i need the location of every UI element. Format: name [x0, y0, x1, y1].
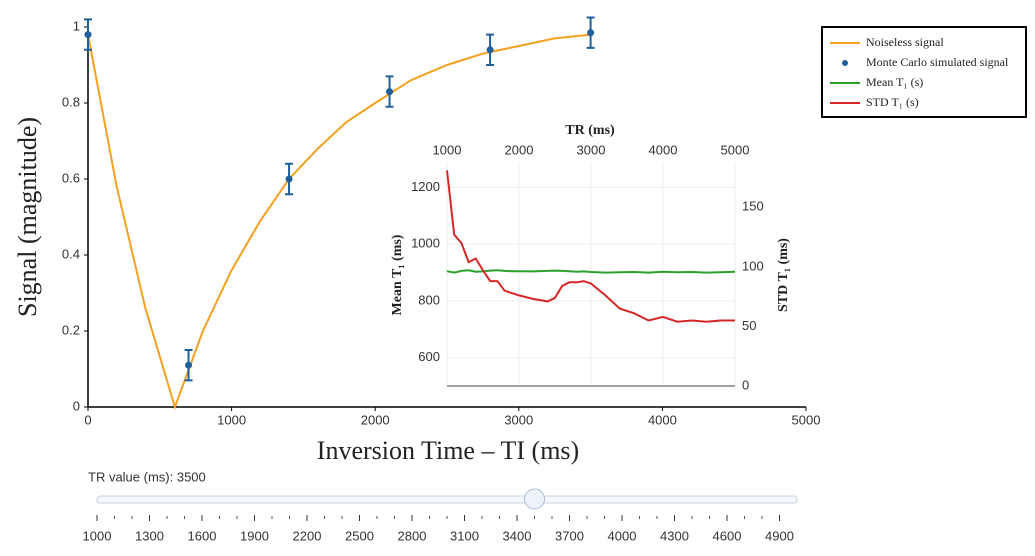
x-tick-label: 4000	[648, 412, 677, 427]
data-point	[285, 175, 293, 183]
y-tick-label: 0.2	[62, 322, 80, 337]
slider-tick-label: 2800	[398, 528, 427, 543]
x-axis-title: Inversion Time – TI (ms)	[317, 436, 579, 465]
slider-tick-label: 2500	[345, 528, 374, 543]
slider-tick-label: 4600	[713, 528, 742, 543]
y-tick-label: 0.8	[62, 94, 80, 109]
slider-tick-label: 1600	[188, 528, 217, 543]
slider-tick-label: 3100	[450, 528, 479, 543]
inset-y2-title: STD T₁ (ms)	[776, 238, 791, 312]
inset-y-tick-label: 600	[418, 349, 440, 364]
slider-handle[interactable]	[524, 488, 545, 510]
inset-y2-tick-label: 100	[742, 258, 764, 273]
data-point	[84, 31, 92, 39]
inset-y-tick-label: 1200	[411, 179, 440, 194]
y-tick-label: 0	[73, 398, 80, 413]
y-tick-label: 0.4	[62, 246, 80, 261]
inset-y2-tick-label: 0	[742, 377, 749, 392]
slider-tick-label: 1000	[83, 528, 112, 543]
line-series	[87, 33, 591, 411]
data-point	[587, 29, 595, 37]
legend-label: STD T₁ (s)	[866, 95, 919, 109]
slider-tick-label: 4300	[660, 528, 689, 543]
inset-y2-tick-label: 150	[742, 199, 764, 214]
y-axis-title: Signal (magnitude)	[13, 117, 42, 317]
slider-tick-label: 3700	[555, 528, 584, 543]
y-tick-label: 0.6	[62, 170, 80, 185]
slider-tick-label: 2200	[293, 528, 322, 543]
inset-x-title: TR (ms)	[565, 123, 615, 138]
inset-y-tick-label: 800	[418, 292, 440, 307]
inset-x-tick-label: 5000	[721, 142, 750, 157]
x-tick-label: 0	[84, 412, 91, 427]
slider-tick-label: 3400	[503, 528, 532, 543]
inset-y-tick-label: 1000	[411, 236, 440, 251]
inset-y-title: Mean T₁ (ms)	[390, 234, 405, 315]
legend-label: Monte Carlo simulated signal	[866, 55, 1009, 69]
slider-label: TR value (ms): 3500	[88, 469, 206, 484]
inset-x-tick-label: 2000	[505, 142, 534, 157]
line-series	[446, 269, 736, 274]
inset-x-tick-label: 4000	[649, 142, 678, 157]
inset-y2-tick-label: 50	[742, 318, 756, 333]
line-series	[446, 170, 735, 323]
data-point	[386, 88, 394, 96]
slider-tick-label: 1900	[240, 528, 269, 543]
inset-x-tick-label: 1000	[433, 142, 462, 157]
inset-x-tick-label: 3000	[577, 142, 606, 157]
slider-tick-label: 4900	[765, 528, 794, 543]
slider-track[interactable]	[96, 495, 798, 504]
data-point	[185, 361, 193, 369]
legend-label: Noiseless signal	[866, 35, 944, 49]
x-tick-label: 1000	[217, 412, 246, 427]
x-tick-label: 5000	[792, 412, 821, 427]
legend-marker	[842, 60, 848, 66]
data-point	[486, 46, 494, 54]
slider-tick-label: 1300	[135, 528, 164, 543]
y-tick-label: 1	[73, 18, 80, 33]
x-tick-label: 2000	[361, 412, 390, 427]
x-tick-label: 3000	[504, 412, 533, 427]
slider-tick-label: 4000	[608, 528, 637, 543]
legend-label: Mean T₁ (s)	[866, 75, 923, 89]
